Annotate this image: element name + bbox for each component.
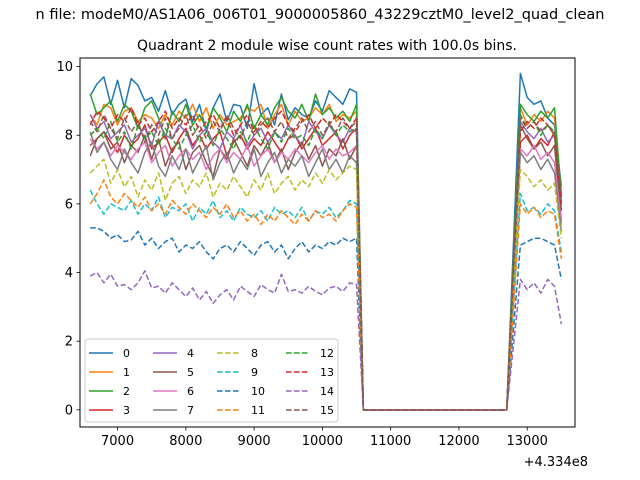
legend-label-9: 9 bbox=[251, 366, 258, 379]
y-tick-label: 10 bbox=[56, 60, 73, 75]
legend-label-2: 2 bbox=[123, 385, 130, 398]
x-tick-label: 8000 bbox=[169, 434, 202, 449]
x-tick-label: 11000 bbox=[370, 434, 411, 449]
legend-label-0: 0 bbox=[123, 347, 130, 360]
legend-label-7: 7 bbox=[187, 404, 194, 417]
legend-label-3: 3 bbox=[123, 404, 130, 417]
chart-title: Quadrant 2 module wise count rates with … bbox=[137, 38, 517, 54]
legend-label-13: 13 bbox=[320, 366, 334, 379]
series-line-15 bbox=[89, 113, 563, 411]
y-tick-label: 2 bbox=[65, 335, 73, 350]
x-axis-ticks: 7000 8000 9000 10000 11000 12000 13000 bbox=[101, 427, 548, 449]
series-line-10 bbox=[90, 227, 563, 411]
x-axis-offset-label: +4.334e8 bbox=[524, 455, 588, 470]
x-tick-label: 12000 bbox=[438, 434, 479, 449]
legend-label-14: 14 bbox=[320, 385, 334, 398]
legend-label-10: 10 bbox=[251, 385, 265, 398]
x-tick-label: 9000 bbox=[238, 434, 271, 449]
y-tick-label: 8 bbox=[65, 129, 73, 144]
legend-box bbox=[84, 338, 339, 423]
x-tick-label: 13000 bbox=[507, 434, 548, 449]
y-tick-label: 0 bbox=[65, 403, 73, 418]
legend-label-6: 6 bbox=[187, 385, 194, 398]
legend-label-1: 1 bbox=[123, 366, 130, 379]
legend-label-5: 5 bbox=[187, 366, 194, 379]
y-axis-ticks: 0 2 4 6 8 10 bbox=[56, 60, 80, 418]
y-tick-label: 4 bbox=[65, 266, 73, 281]
figure-suptitle: n file: modeM0/AS1A06_006T01_9000005860_… bbox=[36, 7, 605, 23]
legend-label-12: 12 bbox=[320, 347, 334, 360]
legend-label-4: 4 bbox=[187, 347, 194, 360]
axes-frame bbox=[79, 57, 576, 428]
legend-label-11: 11 bbox=[251, 404, 265, 417]
legend-label-8: 8 bbox=[251, 347, 258, 360]
series-line-8 bbox=[89, 158, 563, 411]
x-tick-label: 7000 bbox=[101, 434, 134, 449]
legend-label-15: 15 bbox=[320, 404, 334, 417]
series-line-11 bbox=[89, 179, 563, 411]
y-tick-label: 6 bbox=[65, 197, 73, 212]
x-tick-label: 10000 bbox=[302, 434, 343, 449]
plot-lines bbox=[89, 72, 563, 411]
